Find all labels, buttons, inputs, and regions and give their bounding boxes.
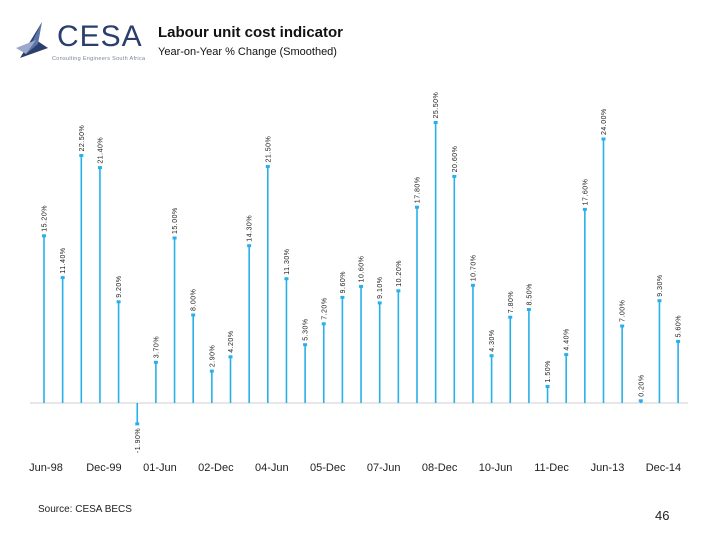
data-label-1: 11.40% [60, 247, 67, 273]
bar-series: 15.20% 11.40% 22.50% 21.40% 9.20% -1.90% 3.70%… [42, 92, 683, 453]
data-label-22: 20.60% [452, 146, 459, 173]
data-label-19: 10.20% [396, 260, 403, 287]
x-tick-label-8: 10-Jun [479, 462, 513, 474]
data-label-17: 10.60% [359, 256, 366, 283]
x-tick-label-1: Dec-99 [86, 462, 121, 474]
x-tick-label-10: Jun-13 [591, 462, 625, 474]
data-label-13: 11.30% [284, 248, 291, 274]
data-label-33: 9.30% [657, 274, 664, 296]
x-tick-label-3: 02-Dec [198, 462, 234, 474]
data-label-18: 9.10% [377, 277, 384, 299]
data-label-23: 10.70% [470, 255, 477, 282]
logo-tagline: Consulting Engineers South Africa [52, 56, 146, 62]
data-label-27: 1.50% [545, 360, 552, 382]
data-label-31: 7.00% [620, 300, 627, 322]
x-tick-label-7: 08-Dec [422, 462, 458, 474]
data-label-20: 17.80% [415, 176, 422, 203]
x-tick-label-5: 05-Dec [310, 462, 346, 474]
data-label-34: 5.60% [676, 315, 683, 337]
data-label-26: 8.50% [526, 283, 533, 305]
data-label-7: 15.00% [172, 207, 179, 234]
data-label-3: 21.40% [97, 137, 104, 164]
data-label-30: 24.00% [601, 108, 608, 135]
data-label-14: 5.30% [303, 318, 310, 340]
x-tick-label-0: Jun-98 [29, 462, 63, 474]
x-tick-label-9: 11-Dec [534, 462, 569, 474]
data-label-12: 21.50% [265, 136, 272, 163]
chart-title: Labour unit cost indicator [158, 24, 344, 41]
data-label-21: 25.50% [433, 92, 440, 119]
data-label-25: 7.80% [508, 291, 515, 313]
data-label-6: 3.70% [153, 336, 160, 358]
data-label-5: -1.90% [135, 428, 142, 453]
data-label-24: 4.30% [489, 329, 496, 351]
x-tick-label-11: Dec-14 [646, 462, 681, 474]
source-note: Source: CESA BECS [38, 504, 132, 515]
data-label-11: 14.30% [247, 215, 254, 242]
cesa-logo-emblem-icon [16, 22, 48, 58]
data-label-8: 8.00% [191, 289, 198, 311]
cesa-logo: CESA Consulting Engineers South Africa [12, 14, 147, 66]
data-label-9: 2.90% [209, 345, 216, 367]
data-label-28: 4.40% [564, 328, 571, 350]
chart-subtitle: Year-on-Year % Change (Smoothed) [158, 46, 337, 58]
data-label-15: 7.20% [321, 297, 328, 319]
data-label-32: 0.20% [638, 374, 645, 396]
x-tick-label-2: 01-Jun [143, 462, 177, 474]
logo-wordmark: CESA [57, 20, 143, 53]
x-axis-ticks: Jun-98 Dec-99 01-Jun 02-Dec 04-Jun 05-Dec 07-J… [29, 462, 681, 474]
x-tick-label-6: 07-Jun [367, 462, 401, 474]
data-label-29: 17.60% [582, 179, 589, 206]
page-number: 46 [655, 508, 670, 523]
data-label-16: 9.60% [340, 271, 347, 293]
x-tick-label-4: 04-Jun [255, 462, 289, 474]
data-label-0: 15.20% [42, 205, 49, 232]
data-label-4: 9.20% [116, 275, 123, 297]
data-label-2: 22.50% [79, 125, 86, 152]
data-label-10: 4.20% [228, 330, 235, 352]
